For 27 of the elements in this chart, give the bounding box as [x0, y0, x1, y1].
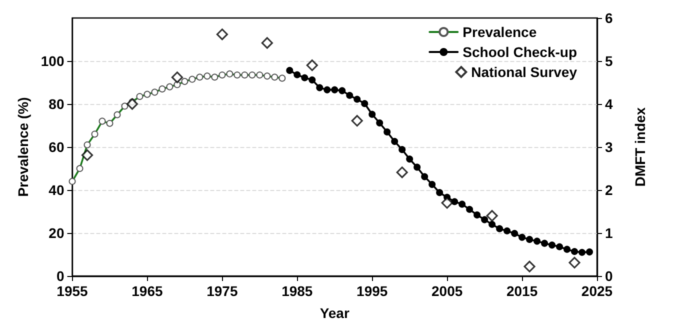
y-tick-label: 80	[48, 96, 64, 112]
y2-axis-title: DMFT index	[632, 107, 648, 187]
legend-label: Prevalence	[462, 24, 537, 40]
y2-tick-label: 2	[605, 182, 613, 198]
y-tick-label: 60	[48, 139, 64, 155]
x-tick-label: 1955	[56, 283, 88, 299]
legend-label: National Survey	[471, 64, 578, 80]
x-tick-label: 2015	[506, 283, 538, 299]
y2-tick-label: 1	[605, 225, 613, 241]
x-tick-label: 1995	[356, 283, 388, 299]
y-axis-title: Prevalence (%)	[15, 97, 31, 197]
y-tick-label: 100	[40, 53, 64, 69]
legend-label: School Check-up	[462, 44, 578, 60]
y2-tick-label: 4	[605, 96, 613, 112]
y-tick-label: 0	[56, 268, 64, 284]
y2-tick-label: 0	[605, 268, 613, 284]
x-tick-label: 2005	[431, 283, 463, 299]
x-tick-label: 1965	[132, 283, 163, 299]
y2-tick-label: 5	[605, 53, 613, 69]
y-tick-label: 40	[48, 182, 64, 198]
x-tick-label: 1985	[282, 283, 313, 299]
y2-tick-label: 6	[605, 10, 613, 26]
x-tick-label: 2025	[581, 283, 613, 299]
y-tick-label: 20	[48, 225, 64, 241]
x-axis-title: Year	[320, 305, 350, 321]
y2-tick-label: 3	[605, 139, 613, 155]
x-tick-label: 1975	[206, 283, 238, 299]
